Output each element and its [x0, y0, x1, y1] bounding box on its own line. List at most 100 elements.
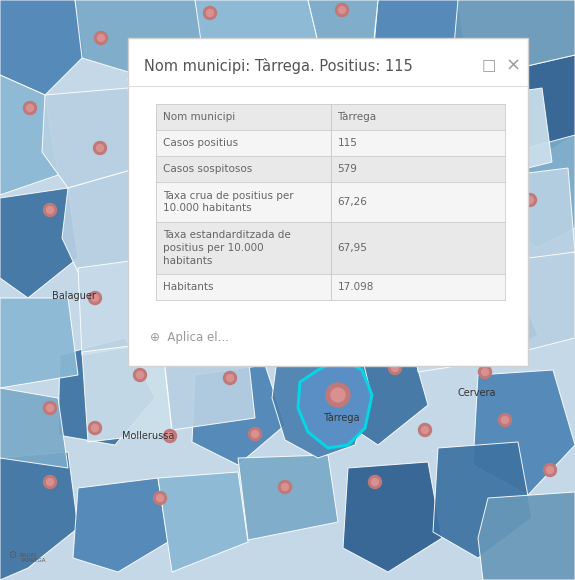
Polygon shape [298, 358, 372, 448]
Circle shape [227, 375, 233, 382]
Circle shape [278, 480, 292, 494]
Circle shape [312, 335, 319, 342]
Circle shape [478, 102, 492, 114]
Polygon shape [308, 0, 378, 58]
Polygon shape [478, 492, 575, 580]
Polygon shape [483, 55, 575, 158]
Polygon shape [298, 358, 372, 448]
Polygon shape [412, 268, 508, 372]
Circle shape [91, 425, 98, 432]
Circle shape [309, 332, 321, 345]
Circle shape [163, 316, 177, 328]
Bar [156, 156, 505, 182]
Polygon shape [228, 138, 318, 238]
Circle shape [44, 204, 56, 216]
Circle shape [481, 104, 489, 111]
Circle shape [408, 241, 421, 255]
Text: Cervera: Cervera [458, 388, 496, 398]
Polygon shape [192, 365, 285, 465]
Text: 579: 579 [338, 164, 358, 174]
Polygon shape [162, 328, 255, 430]
Text: □: □ [482, 59, 496, 74]
Circle shape [204, 6, 217, 20]
Circle shape [47, 478, 53, 485]
Circle shape [89, 292, 102, 304]
Text: Mollerussa: Mollerussa [122, 431, 174, 441]
Text: ×: × [506, 57, 521, 75]
Circle shape [332, 389, 344, 401]
Polygon shape [433, 442, 532, 558]
Circle shape [546, 466, 554, 473]
Polygon shape [272, 328, 370, 458]
Polygon shape [343, 462, 442, 572]
Polygon shape [152, 242, 242, 340]
Circle shape [324, 245, 336, 259]
Polygon shape [195, 0, 318, 68]
Polygon shape [0, 75, 58, 195]
Text: 115: 115 [338, 138, 358, 148]
Text: Balaguer: Balaguer [52, 291, 96, 301]
Circle shape [47, 404, 53, 411]
Text: Nom municipi: Nom municipi [163, 112, 235, 122]
Circle shape [163, 430, 177, 443]
Bar [156, 130, 505, 156]
Circle shape [94, 31, 108, 45]
Polygon shape [128, 68, 205, 168]
Polygon shape [402, 185, 498, 285]
Circle shape [412, 245, 419, 252]
Polygon shape [82, 342, 172, 442]
Circle shape [24, 102, 36, 114]
Polygon shape [75, 0, 205, 78]
Text: ⊕  Aplica el...: ⊕ Aplica el... [150, 332, 229, 345]
Circle shape [282, 484, 289, 491]
Circle shape [224, 372, 236, 385]
Circle shape [327, 248, 334, 256]
Circle shape [335, 3, 348, 16]
Polygon shape [452, 0, 575, 75]
Polygon shape [498, 252, 575, 355]
Circle shape [156, 495, 163, 502]
Polygon shape [78, 258, 162, 355]
Polygon shape [138, 152, 228, 258]
Circle shape [369, 476, 381, 488]
Circle shape [239, 241, 251, 255]
Polygon shape [238, 455, 338, 540]
Circle shape [248, 427, 262, 440]
Circle shape [91, 295, 98, 302]
Polygon shape [308, 118, 398, 212]
Polygon shape [388, 102, 482, 198]
Bar [156, 182, 505, 222]
Bar [156, 222, 505, 274]
Circle shape [392, 364, 398, 372]
Text: Habitants: Habitants [163, 282, 213, 292]
Bar [156, 104, 505, 130]
Circle shape [326, 383, 350, 407]
Circle shape [331, 388, 345, 402]
Circle shape [44, 401, 56, 415]
Polygon shape [472, 88, 552, 178]
Circle shape [47, 206, 53, 213]
Circle shape [133, 368, 147, 382]
Text: 67,26: 67,26 [338, 197, 367, 207]
Circle shape [94, 142, 106, 154]
Circle shape [469, 281, 481, 295]
Circle shape [478, 365, 492, 379]
Text: RADIO
TÀRREGA: RADIO TÀRREGA [20, 553, 45, 563]
Text: 17.098: 17.098 [338, 282, 374, 292]
Circle shape [89, 422, 102, 434]
Polygon shape [488, 168, 575, 268]
Circle shape [419, 423, 431, 437]
Circle shape [242, 245, 248, 252]
Circle shape [167, 318, 174, 325]
Polygon shape [58, 338, 155, 445]
Polygon shape [158, 472, 248, 572]
Text: Taxa crua de positius per
10.000 habitants: Taxa crua de positius per 10.000 habitan… [163, 191, 294, 213]
Circle shape [523, 194, 536, 206]
Circle shape [251, 430, 259, 437]
Circle shape [335, 392, 342, 398]
Polygon shape [62, 168, 148, 272]
Text: Tàrrega: Tàrrega [338, 112, 377, 122]
Circle shape [154, 491, 167, 505]
Circle shape [472, 285, 478, 292]
Circle shape [371, 478, 378, 485]
